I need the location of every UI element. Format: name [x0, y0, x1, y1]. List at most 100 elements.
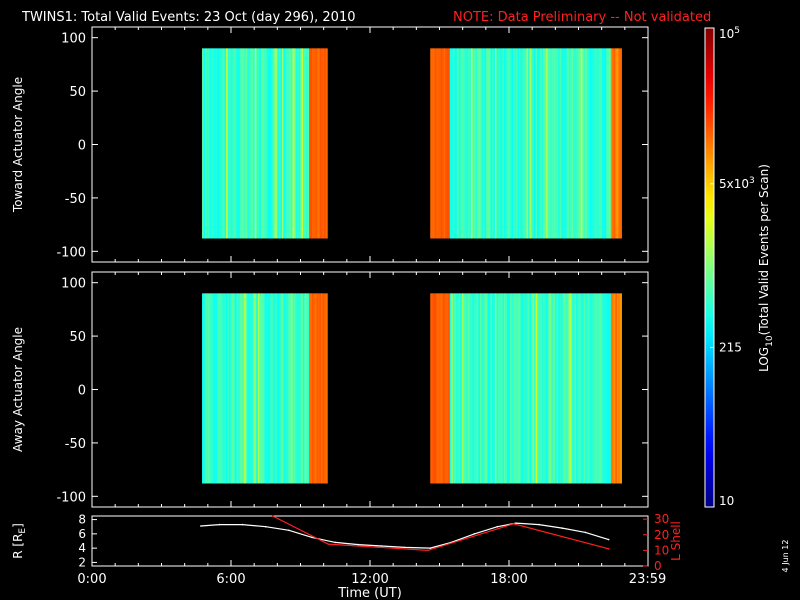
heatmap-column — [609, 293, 612, 484]
radius-point — [241, 523, 244, 526]
heatmap-column — [555, 293, 558, 484]
y-tick-label: -100 — [56, 490, 86, 505]
heatmap-column — [513, 293, 516, 484]
heatmap-column — [253, 293, 256, 484]
heatmap-column — [322, 293, 325, 484]
x-tick-label: 18:00 — [490, 572, 527, 587]
heatmap-column — [500, 293, 504, 484]
heatmap-column — [586, 293, 589, 484]
heatmap-column — [440, 48, 443, 239]
heatmap-column — [523, 293, 526, 484]
heatmap-column — [227, 48, 230, 239]
heatmap-column — [583, 293, 586, 484]
heatmap-column — [262, 48, 265, 239]
heatmap-column — [286, 293, 289, 484]
heatmap-column — [588, 293, 591, 484]
heatmap-column — [202, 48, 205, 239]
heatmap-column — [544, 48, 547, 239]
heatmap-column — [220, 48, 223, 239]
heatmap-column — [494, 293, 498, 484]
lshell-point — [327, 543, 330, 545]
heatmap-column — [612, 293, 615, 484]
heatmap-column — [522, 48, 525, 239]
heatmap-column — [606, 48, 609, 239]
heatmap-column — [511, 293, 514, 484]
heatmap-column — [469, 293, 472, 484]
heatmap-column — [487, 293, 490, 484]
heatmap-column — [248, 48, 251, 239]
heatmap-column — [546, 48, 549, 239]
away-ylabel: Away Actuator Angle — [11, 327, 25, 452]
heatmap-column — [570, 48, 573, 239]
lshell-point — [512, 523, 515, 525]
heatmap-column — [202, 293, 205, 484]
heatmap-column — [235, 293, 238, 484]
heatmap-column — [229, 48, 232, 239]
heatmap-column — [553, 48, 556, 239]
heatmap-column — [260, 293, 263, 484]
heatmap-column — [226, 48, 229, 239]
heatmap-column — [275, 48, 279, 239]
heatmap-column — [553, 293, 556, 484]
heatmap-column — [571, 48, 574, 239]
heatmap-column — [508, 48, 511, 239]
heatmap-column — [238, 293, 241, 484]
heatmap-column — [242, 293, 245, 484]
heatmap-column — [520, 48, 523, 239]
heatmap-column — [470, 293, 473, 484]
heatmap-column — [526, 48, 529, 239]
heatmap-column — [582, 293, 585, 484]
heatmap-column — [224, 293, 227, 484]
heatmap-column — [589, 48, 592, 239]
heatmap-column — [437, 48, 440, 239]
heatmap-column — [319, 293, 322, 484]
heatmap-column — [454, 48, 457, 239]
heatmap-column — [322, 48, 325, 239]
heatmap-column — [478, 293, 481, 484]
heatmap-column — [478, 48, 481, 239]
heatmap-column — [615, 48, 618, 239]
heatmap-column — [208, 293, 211, 484]
heatmap-column — [318, 48, 321, 239]
heatmap-column — [496, 48, 499, 239]
heatmap-column — [528, 293, 531, 484]
heatmap-column — [203, 293, 206, 484]
heatmap-column — [263, 48, 266, 239]
heatmap-column — [600, 48, 603, 239]
y2-tick-label: 10 — [654, 543, 669, 557]
heatmap-column — [443, 293, 446, 484]
heatmap-column — [274, 48, 277, 239]
heatmap-column — [215, 293, 218, 484]
heatmap-column — [508, 293, 511, 484]
heatmap-column — [562, 293, 565, 484]
heatmap-column — [481, 293, 484, 484]
radius-point — [357, 543, 360, 546]
heatmap-column — [467, 293, 470, 484]
heatmap-column — [473, 293, 476, 484]
heatmap-column — [259, 293, 262, 484]
y-tick-label: 6 — [78, 527, 86, 541]
heatmap-column — [595, 48, 598, 239]
heatmap-column — [550, 48, 553, 239]
heatmap-column — [509, 48, 513, 239]
heatmap-column — [499, 48, 502, 239]
heatmap-column — [241, 293, 244, 484]
heatmap-column — [439, 48, 442, 239]
heatmap-column — [211, 48, 214, 239]
heatmap-column — [290, 293, 294, 484]
heatmap-column — [268, 48, 271, 239]
heatmap-column — [280, 293, 283, 484]
heatmap-column — [295, 293, 298, 484]
heatmap-column — [559, 48, 562, 239]
radius-point — [515, 522, 517, 524]
heatmap-column — [247, 293, 250, 484]
heatmap-column — [568, 293, 571, 484]
heatmap-column — [284, 48, 288, 239]
heatmap-column — [491, 48, 495, 239]
orbit-frame — [91, 515, 649, 567]
radius-point — [561, 527, 564, 529]
radius-point — [311, 536, 313, 539]
heatmap-column — [269, 293, 272, 484]
heatmap-column — [473, 48, 476, 239]
heatmap-column — [232, 48, 235, 239]
